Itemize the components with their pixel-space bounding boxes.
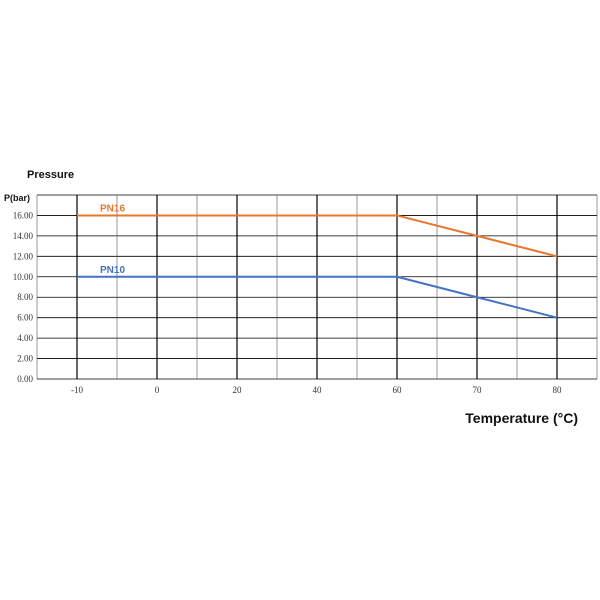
series-label-pn10: PN10 bbox=[100, 265, 125, 276]
x-tick-labels: -10 0 20 40 60 70 80 bbox=[71, 385, 562, 395]
y-tick-label: 12.00 bbox=[13, 251, 34, 261]
y-tick-label: 4.00 bbox=[17, 333, 33, 343]
y-tick-label: 2.00 bbox=[17, 354, 33, 364]
x-tick-label: 40 bbox=[313, 385, 323, 395]
y-tick-label: 8.00 bbox=[17, 292, 33, 302]
y-tick-label: 10.00 bbox=[13, 272, 34, 282]
x-tick-label: 70 bbox=[473, 385, 483, 395]
y-axis-label: P(bar) bbox=[4, 193, 30, 203]
x-tick-label: 80 bbox=[553, 385, 563, 395]
x-tick-label: 0 bbox=[155, 385, 160, 395]
y-tick-label: 14.00 bbox=[13, 231, 34, 241]
x-tick-label: 20 bbox=[233, 385, 243, 395]
series-label-pn16: PN16 bbox=[100, 203, 125, 214]
series-lines: PN16 PN10 bbox=[77, 203, 558, 319]
x-tick-label: 60 bbox=[393, 385, 403, 395]
y-tick-label: 6.00 bbox=[17, 313, 33, 323]
x-tick-label: -10 bbox=[71, 385, 83, 395]
chart-title: Pressure bbox=[27, 169, 74, 181]
y-tick-labels: 0.00 2.00 4.00 6.00 8.00 10.00 12.00 14.00 16.00 bbox=[13, 210, 34, 384]
series-line-pn10 bbox=[77, 275, 558, 319]
y-tick-label: 0.00 bbox=[17, 374, 33, 384]
series-line-pn16 bbox=[77, 214, 558, 258]
x-axis-label: Temperature (°C) bbox=[465, 410, 578, 426]
y-tick-label: 16.00 bbox=[13, 210, 34, 220]
grid-lines bbox=[36, 194, 598, 380]
